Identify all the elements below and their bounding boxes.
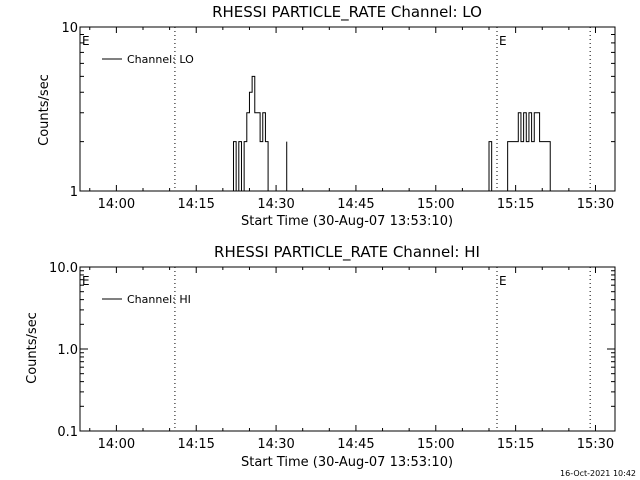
y-axis-label: Counts/sec — [37, 74, 52, 146]
plot-frame — [79, 266, 616, 432]
y-tick-label: 0.1 — [57, 425, 78, 440]
series-line — [507, 112, 553, 192]
chart-panel-lo: RHESSI PARTICLE_RATE Channel: LO 14:00 14… — [37, 3, 616, 229]
x-tick-label: 14:45 — [337, 437, 374, 452]
axis-ticks: 14:00 14:15 14:30 14:45 15:00 15:15 15:30 0.1 1.… — [49, 261, 615, 452]
axis-ticks: 14:00 14:15 14:30 14:45 15:00 15:15 15:30 1 10 — [61, 21, 615, 212]
series-line — [232, 75, 271, 192]
chart-panel-hi: RHESSI PARTICLE_RATE Channel: HI 14:00 14… — [25, 243, 616, 470]
x-tick-label: 14:30 — [257, 437, 294, 452]
legend: Channel: LO — [102, 53, 194, 66]
event-marker-label: E — [82, 274, 90, 288]
x-tick-label: 15:00 — [417, 437, 454, 452]
x-tick-label: 15:30 — [577, 197, 614, 212]
timestamp: 16-Oct-2021 10:42 — [560, 469, 636, 478]
legend: Channel: HI — [102, 293, 191, 306]
chart-title: RHESSI PARTICLE_RATE Channel: LO — [212, 3, 482, 22]
event-marker-label: E — [82, 34, 90, 48]
event-marker-label: E — [499, 34, 507, 48]
legend-entry: Channel: HI — [127, 293, 191, 306]
x-tick-label: 15:15 — [497, 437, 534, 452]
x-tick-label: 15:15 — [497, 197, 534, 212]
x-tick-label: 14:30 — [257, 197, 294, 212]
x-tick-label: 14:15 — [177, 197, 214, 212]
y-tick-label: 1.0 — [57, 343, 78, 358]
y-tick-label: 10 — [61, 21, 78, 36]
x-axis-label: Start Time (30-Aug-07 13:53:10) — [241, 214, 453, 229]
plot-frame — [79, 26, 616, 192]
x-tick-label: 15:30 — [577, 437, 614, 452]
x-tick-label: 14:00 — [98, 197, 135, 212]
x-tick-label: 15:00 — [417, 197, 454, 212]
event-marker-label: E — [499, 274, 507, 288]
series-line — [488, 141, 493, 191]
x-tick-label: 14:00 — [98, 437, 135, 452]
x-axis-label: Start Time (30-Aug-07 13:53:10) — [241, 455, 453, 470]
y-axis-label: Counts/sec — [25, 312, 40, 384]
x-tick-label: 14:15 — [177, 437, 214, 452]
y-tick-label: 1 — [70, 185, 78, 200]
x-tick-label: 14:45 — [337, 197, 374, 212]
y-tick-label: 10.0 — [49, 261, 78, 276]
legend-entry: Channel: LO — [127, 53, 194, 66]
data-series — [232, 75, 553, 192]
chart-title: RHESSI PARTICLE_RATE Channel: HI — [214, 243, 480, 262]
